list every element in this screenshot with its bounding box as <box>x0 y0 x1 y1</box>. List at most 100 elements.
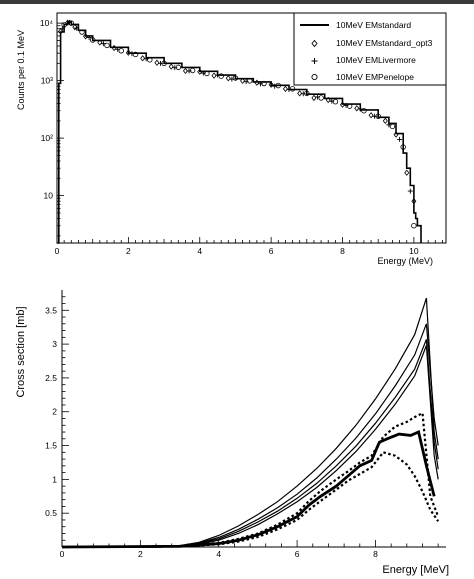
point-diamond <box>154 59 160 66</box>
point-circle <box>375 113 381 119</box>
x-axis-label: Energy [MeV] <box>382 564 449 576</box>
point-diamond <box>211 72 217 79</box>
x-tick-label: 0 <box>60 549 65 559</box>
point-diamond <box>393 131 399 138</box>
legend-label-emlivermore: 10MeV EMLivermore <box>336 55 416 65</box>
point-circle <box>247 78 253 84</box>
point-diamond <box>382 117 388 124</box>
point-diamond <box>197 68 203 75</box>
series-line-emstandard <box>57 21 422 244</box>
point-diamond <box>297 90 303 97</box>
y-tick-label: 10³ <box>41 76 53 86</box>
x-tick-label: 8 <box>340 246 345 256</box>
point-circle <box>318 95 324 101</box>
axes-layer: 0 2 4 6 8 0.5 1 1.5 2 2.5 3 3.5 <box>45 290 446 559</box>
legend-label-emstandard-opt3: 10MeV EMstandard_opt3 <box>336 38 433 48</box>
point-circle <box>275 82 281 89</box>
series-line-thin-solid <box>62 345 439 548</box>
point-diamond <box>58 28 64 35</box>
point-diamond <box>311 94 317 102</box>
legend-swatch-diamond <box>311 39 318 48</box>
axes-layer: 0 2 4 6 8 10 10 10² 10³ 10⁴ <box>40 18 443 256</box>
point-circle <box>104 42 110 49</box>
point-circle <box>400 144 406 150</box>
point-circle <box>361 107 367 114</box>
point-diamond <box>325 96 331 104</box>
series-line-thin-solid <box>62 323 439 548</box>
point-plus <box>86 35 92 41</box>
y-tick-label: 1.5 <box>45 441 57 451</box>
x-tick-label: 6 <box>269 246 274 256</box>
counts-spectrum-chart: 0 2 4 6 8 10 10 10² 10³ 10⁴ Energy (MeV) Counts p… <box>16 12 447 266</box>
point-circle <box>346 103 353 109</box>
point-diamond <box>140 55 146 62</box>
legend-swatch-plus <box>311 58 318 64</box>
point-circle <box>332 99 339 105</box>
point-circle <box>61 22 67 28</box>
point-diamond <box>282 85 288 92</box>
y-tick-label: 10⁴ <box>40 18 53 28</box>
point-circle <box>132 51 139 58</box>
point-diamond <box>225 75 231 82</box>
series-line-thin-solid <box>62 297 439 548</box>
series-line-thin-solid <box>62 339 439 548</box>
point-circle <box>204 70 210 77</box>
point-plus <box>397 136 403 142</box>
y-tick-label: 2 <box>52 407 57 417</box>
point-diamond <box>72 24 78 31</box>
y-axis-label: Cross section [mb] <box>15 306 27 397</box>
point-circle <box>218 73 224 79</box>
plot-frame <box>56 12 447 244</box>
series-line-thick-dotted <box>61 411 440 549</box>
point-diamond <box>168 63 174 70</box>
series-line-thick-dotted <box>61 451 440 549</box>
series-layer <box>61 297 440 549</box>
point-diamond <box>354 105 360 112</box>
point-diamond <box>240 77 246 85</box>
point-circle <box>389 123 396 130</box>
point-circle <box>68 20 74 26</box>
point-plus <box>74 25 80 31</box>
legend-label-emstandard: 10MeV EMstandard <box>336 20 411 30</box>
point-circle <box>289 86 296 92</box>
point-diamond <box>97 39 103 46</box>
x-tick-label: 8 <box>373 549 378 559</box>
point-circle <box>304 90 310 97</box>
point-circle <box>232 75 239 81</box>
point-circle <box>411 222 417 229</box>
point-diamond <box>404 169 410 176</box>
point-circle <box>189 67 196 74</box>
series-layer <box>57 19 422 244</box>
point-circle <box>261 80 267 87</box>
point-circle <box>118 48 124 54</box>
point-diamond <box>182 67 188 74</box>
y-tick-label: 3 <box>52 339 57 349</box>
point-diamond <box>268 81 274 88</box>
point-plus <box>407 188 413 194</box>
y-tick-label: 3.5 <box>45 305 57 315</box>
point-circle <box>79 29 85 35</box>
top-border <box>0 0 474 4</box>
y-axis-label: Counts per 0.1 MeV <box>16 30 26 110</box>
legend-swatch-circle <box>311 73 318 81</box>
x-tick-label: 4 <box>197 246 202 256</box>
x-tick-label: 6 <box>295 549 300 559</box>
cross-section-chart: 0 2 4 6 8 0.5 1 1.5 2 2.5 3 3.5 Energy [MeV] Cross … <box>15 290 449 576</box>
legend: 10MeV EMstandard 10MeV EMstandard_opt3 1… <box>293 12 447 86</box>
point-diamond <box>125 49 131 56</box>
point-diamond <box>254 79 260 86</box>
x-tick-label: 2 <box>138 549 143 559</box>
point-circle <box>175 64 182 71</box>
y-tick-label: 2.5 <box>45 373 57 383</box>
point-diamond <box>368 112 374 119</box>
point-diamond <box>83 33 89 40</box>
y-tick-label: 1 <box>52 474 57 484</box>
x-axis-label: Energy (MeV) <box>377 256 433 266</box>
point-circle <box>161 60 167 67</box>
point-diamond <box>111 44 117 52</box>
y-tick-label: 10² <box>41 133 53 143</box>
y-tick-label: 10 <box>44 191 54 201</box>
series-line-thick-solid <box>61 430 436 549</box>
point-plus <box>59 26 65 32</box>
